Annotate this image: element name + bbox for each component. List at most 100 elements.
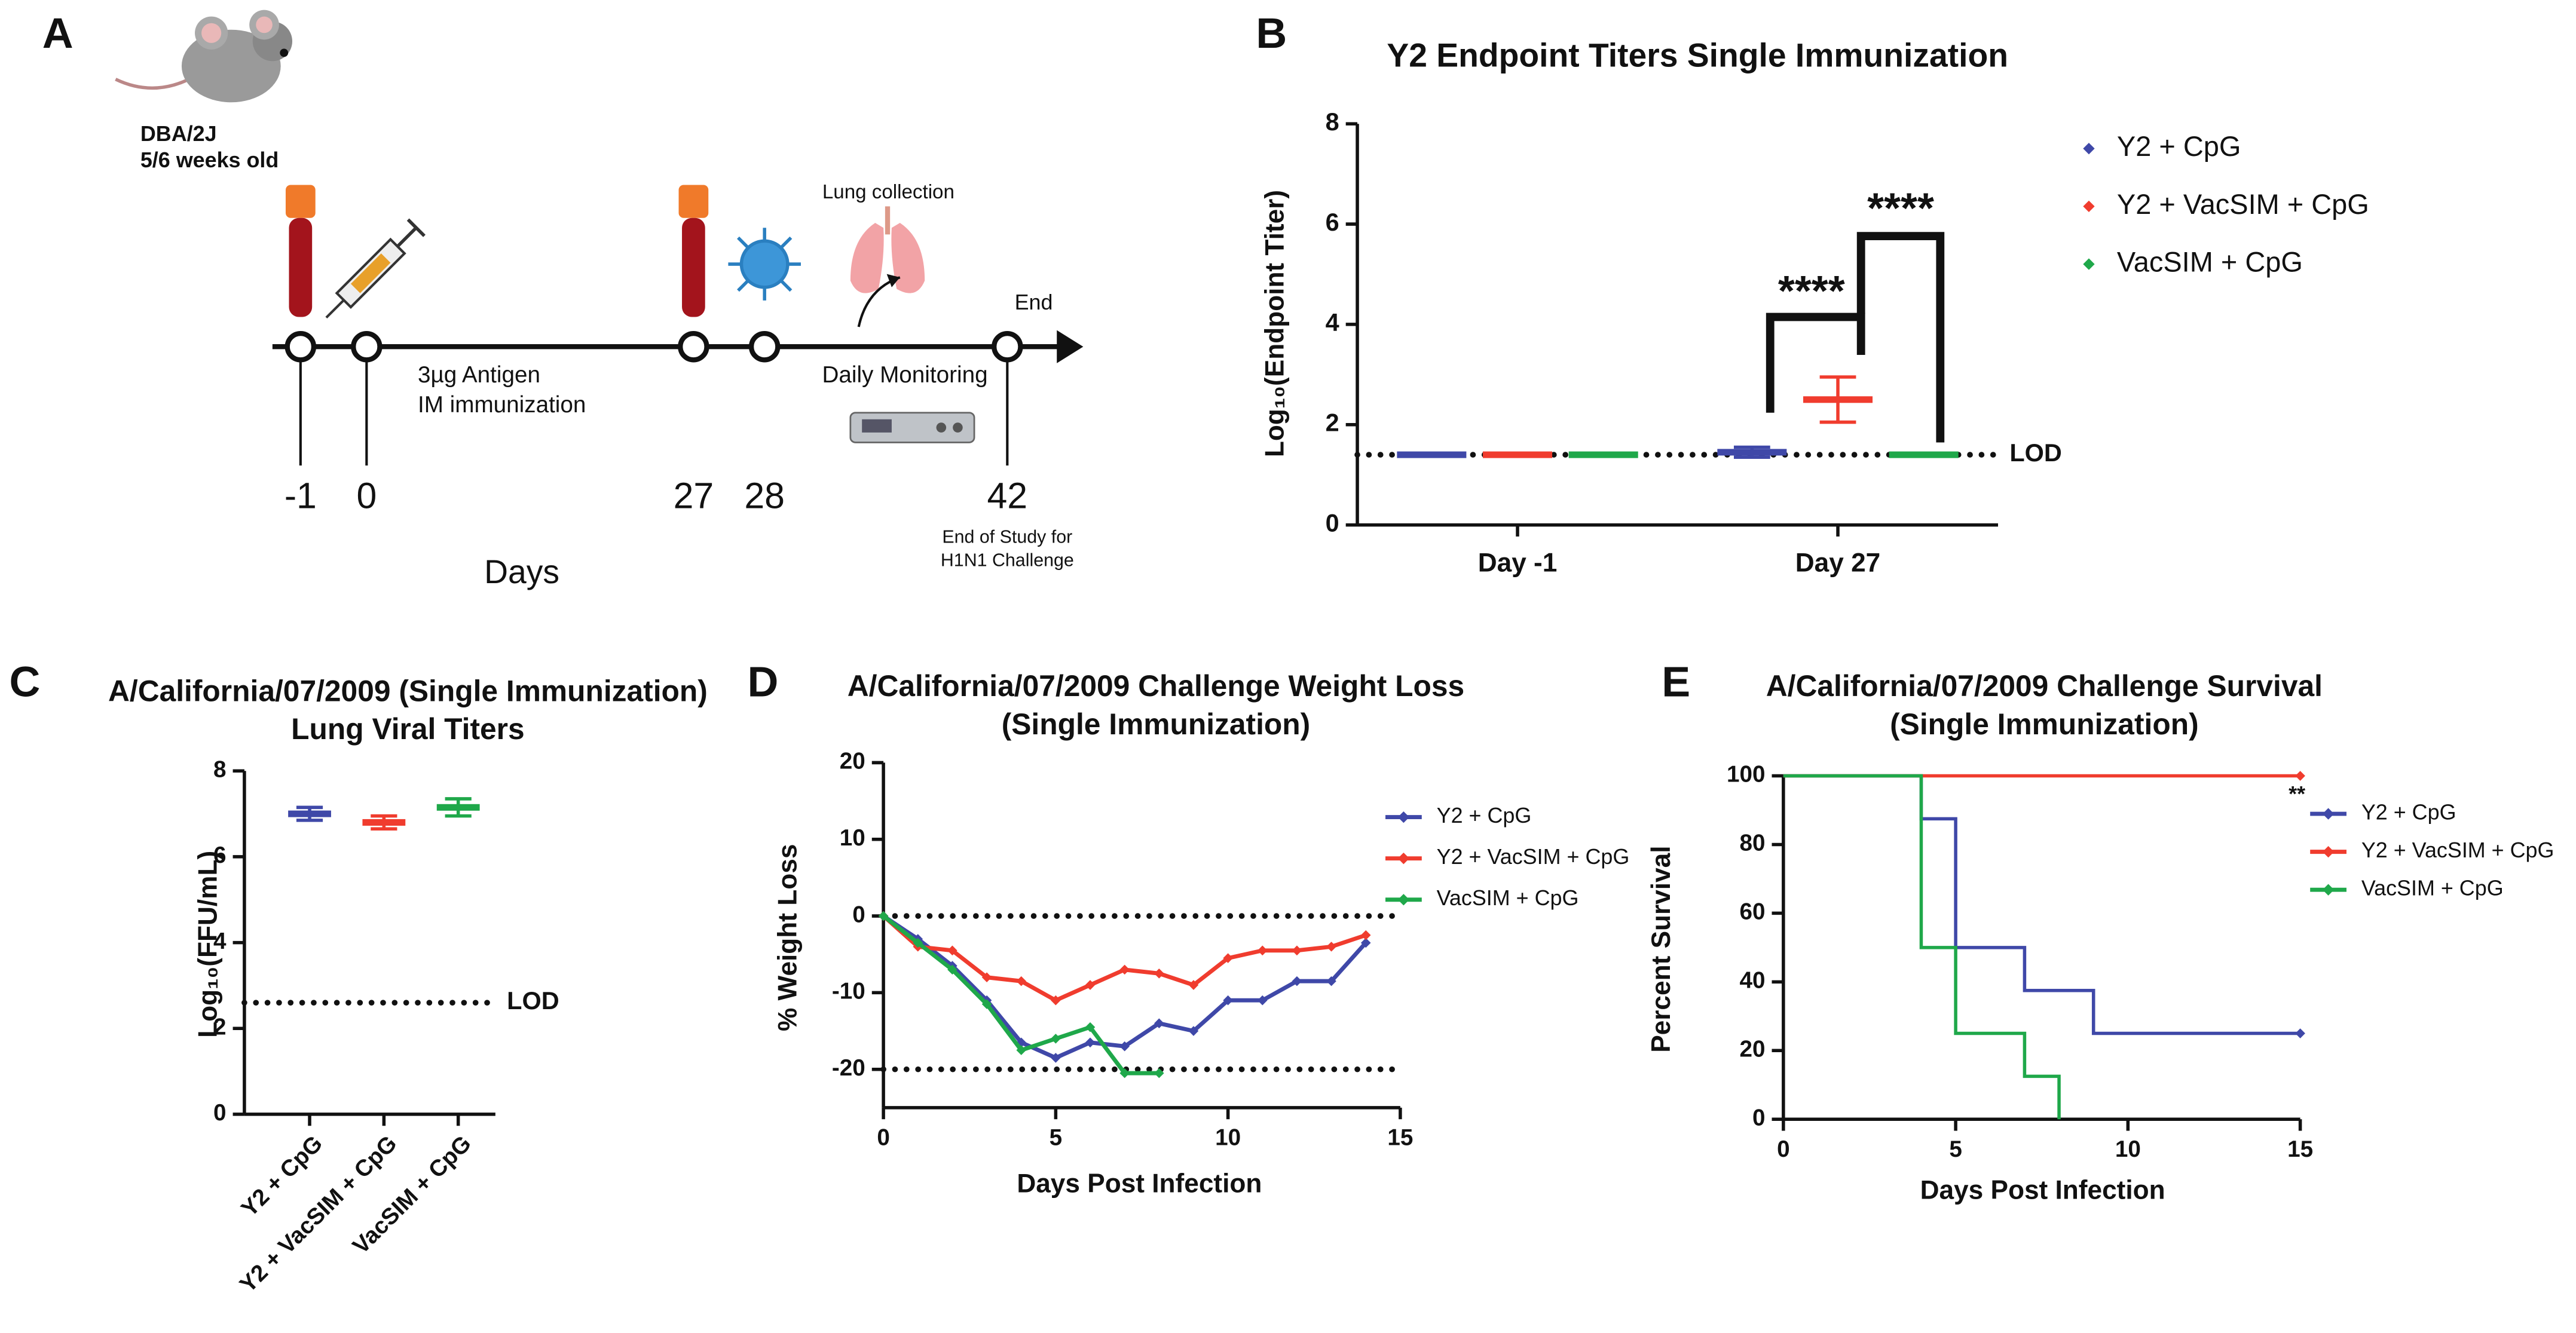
legend-marker: [2322, 808, 2335, 820]
x-tick-label: Day 27: [1795, 548, 1881, 578]
annotation: End: [1015, 290, 1053, 314]
y-tick-label: -20: [832, 1055, 865, 1081]
sig-bracket: [1856, 232, 1945, 443]
panel-label: D: [747, 658, 778, 706]
x-tick-label: 0: [877, 1125, 890, 1151]
sig-bracket: [1766, 312, 1865, 413]
y-tick-label: 8: [213, 756, 227, 782]
y-tick-label: 2: [1326, 409, 1339, 437]
y-tick-label: -10: [832, 979, 865, 1004]
arrow-head: [886, 274, 900, 287]
point: [1154, 1018, 1164, 1029]
mouse-icon: [115, 10, 293, 103]
x-tick-label: 5: [1949, 1136, 1962, 1162]
y-tick-label: 0: [213, 1100, 227, 1126]
blood-tube: [285, 185, 316, 317]
x-tick-label: 10: [2115, 1136, 2141, 1162]
point: [913, 937, 923, 948]
legend-label: VacSIM + CpG: [2117, 246, 2303, 277]
point: [1119, 1068, 1130, 1078]
y-tick-label: 6: [1326, 208, 1339, 236]
lod-label: LOD: [507, 986, 559, 1015]
mean-bar: [1397, 451, 1467, 458]
y-tick-label: 4: [1326, 308, 1339, 336]
x-tick-label: 15: [1387, 1125, 1413, 1151]
legend-marker: [1397, 853, 1410, 865]
timeline-arrow: [1057, 330, 1084, 363]
day-label: 27: [674, 475, 714, 516]
annotation: Daily Monitoring: [822, 362, 987, 388]
point: [1119, 1041, 1130, 1052]
y-axis-label: Log₁₀(FFU/mL): [194, 851, 223, 1038]
point: [1016, 976, 1027, 986]
chart-title: Lung Viral Titers: [291, 712, 525, 746]
blood-tube: [678, 185, 709, 317]
legend-marker: [1397, 811, 1410, 823]
annotation: IM immunization: [418, 392, 586, 418]
point: [878, 911, 889, 921]
point: [1360, 937, 1371, 948]
legend-marker: [2322, 884, 2335, 896]
point: [1360, 930, 1371, 940]
point: [1292, 976, 1302, 986]
scale-icon: [849, 412, 975, 443]
timeline-node: [284, 330, 317, 363]
x-axis-label: Days Post Infection: [1017, 1169, 1262, 1198]
legend-label: Y2 + CpG: [2117, 130, 2241, 162]
chart-title: A/California/07/2009 Challenge Weight Lo…: [848, 669, 1464, 703]
syringe: [325, 218, 426, 319]
legend-marker: [2083, 258, 2095, 270]
mouse-label: 5/6 weeks old: [140, 148, 279, 172]
day-label: 0: [356, 475, 377, 516]
legend-label: Y2 + VacSIM + CpG: [2117, 188, 2369, 220]
y-tick-label: 10: [840, 825, 865, 851]
sig-label: ****: [1778, 267, 1845, 315]
lungs-icon: [850, 206, 925, 293]
point: [1016, 1045, 1027, 1055]
panel-label: B: [1256, 10, 1287, 57]
point: [1188, 1026, 1199, 1036]
chart-title: (Single Immunization): [1890, 707, 2199, 741]
legend-marker: [2322, 845, 2335, 858]
timeline-node: [351, 330, 383, 363]
legend-label: Y2 + VacSIM + CpG: [1437, 844, 1630, 869]
legend-label: VacSIM + CpG: [2361, 876, 2504, 900]
legend-label: VacSIM + CpG: [1437, 885, 1579, 910]
panel-label: A: [42, 10, 74, 57]
virus-icon: [728, 228, 801, 301]
day-label: 28: [744, 475, 785, 516]
y-tick-label: 20: [840, 749, 865, 774]
chart-title: A/California/07/2009 Challenge Survival: [1766, 669, 2323, 703]
y-tick-label: 4: [213, 928, 227, 954]
legend-label: Y2 + VacSIM + CpG: [2361, 838, 2554, 862]
axis-label: Days: [484, 553, 559, 590]
x-tick-label: 5: [1050, 1125, 1063, 1151]
point: [1154, 969, 1164, 979]
mean-bar: [1483, 451, 1553, 458]
point: [1051, 1053, 1061, 1063]
point: [1085, 1022, 1096, 1032]
point: [1154, 1068, 1164, 1078]
annotation: End of Study for: [942, 527, 1072, 547]
annotation: **: [2289, 782, 2305, 806]
point: [1326, 976, 1336, 986]
lod-label: LOD: [2009, 439, 2061, 467]
point: [1292, 945, 1302, 956]
y-axis-label: % Weight Loss: [773, 844, 802, 1031]
x-tick-label: 0: [1777, 1136, 1789, 1162]
legend-marker: [2083, 142, 2095, 155]
x-tick-label: 10: [1215, 1125, 1241, 1151]
timeline-node: [678, 330, 709, 363]
point: [1257, 995, 1268, 1006]
y-tick-label: 8: [1326, 108, 1339, 136]
y-tick-label: 2: [213, 1014, 227, 1040]
y-tick-label: 0: [852, 902, 865, 927]
point: [981, 972, 992, 983]
point: [1085, 980, 1096, 990]
x-tick-label: 15: [2287, 1136, 2313, 1162]
legend-marker: [2083, 200, 2095, 213]
y-axis-label: Percent Survival: [1647, 845, 1676, 1052]
y-tick-label: 20: [1739, 1036, 1765, 1062]
